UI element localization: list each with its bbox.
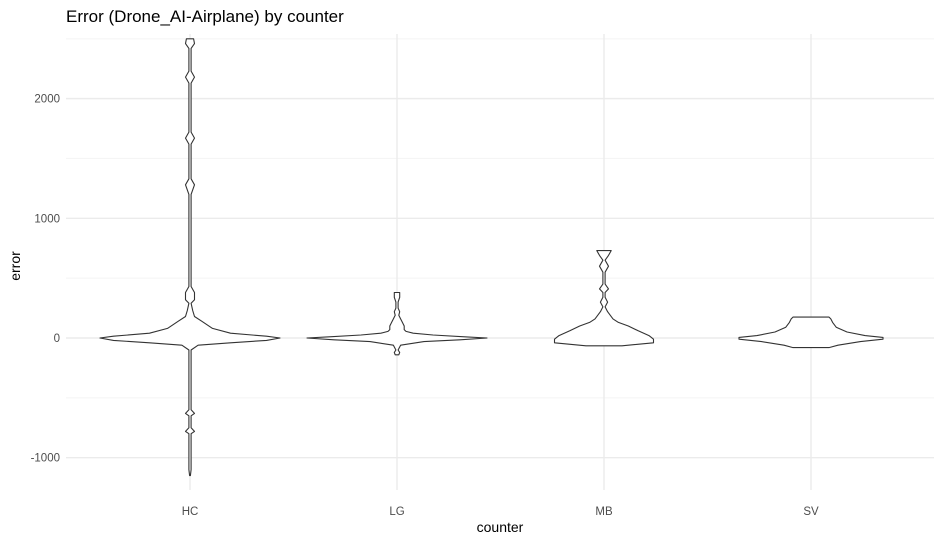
violin-hc — [99, 38, 281, 477]
x-tick-label: HC — [182, 506, 199, 518]
y-tick-label: 1000 — [34, 213, 60, 225]
violin-sv — [738, 316, 884, 349]
violin-layer — [99, 38, 884, 477]
y-axis-title: error — [7, 251, 23, 281]
x-tick-label: LG — [389, 506, 404, 518]
x-axis-title: counter — [477, 519, 524, 535]
violin-mb — [553, 250, 655, 347]
x-tick-label: MB — [595, 506, 613, 518]
y-tick-label: -1000 — [31, 453, 60, 465]
y-tick-label: 2000 — [34, 94, 60, 106]
violin-lg — [306, 291, 488, 356]
x-tick-label: SV — [803, 506, 819, 518]
y-tick-label: 0 — [54, 333, 60, 345]
axis-layer: -1000 0 1000 2000 HC LG MB SV — [31, 94, 819, 518]
chart-title: Error (Drone_AI-Airplane) by counter — [66, 7, 344, 26]
grid-layer — [66, 34, 934, 490]
